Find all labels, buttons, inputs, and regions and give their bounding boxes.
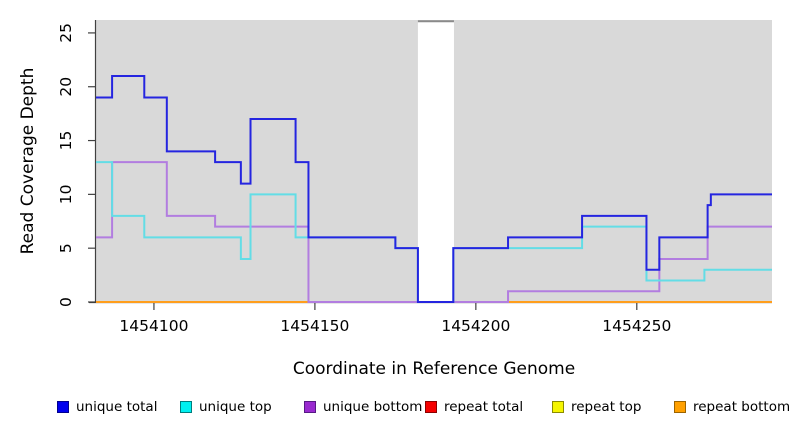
legend-item-repeat-bottom: repeat bottom (674, 398, 790, 416)
x-tick-label: 1454150 (280, 317, 349, 335)
x-axis-title: Coordinate in Reference Genome (293, 359, 575, 379)
unique-bottom-swatch-icon (304, 401, 316, 413)
no-data-gap (417, 21, 454, 302)
legend-label: repeat top (571, 399, 642, 415)
x-tick-label: 1454100 (119, 317, 188, 335)
series-line-unique-bottom (96, 161, 772, 303)
repeat-total-swatch-icon (425, 401, 437, 413)
y-tick-label: 15 (57, 131, 75, 151)
legend-item-unique-top: unique top (180, 398, 272, 416)
chart-legend: unique total unique top unique bottom re… (0, 398, 792, 420)
series-line-unique-total (96, 74, 772, 303)
x-tick-label: 1454200 (441, 317, 510, 335)
y-tick-label: 5 (57, 243, 75, 253)
y-tick-label: 20 (57, 77, 75, 97)
y-tick-label: 0 (57, 297, 75, 307)
unique-top-swatch-icon (180, 401, 192, 413)
y-tick-label: 25 (57, 23, 75, 43)
legend-label: unique top (199, 399, 272, 415)
x-tick-label: 1454250 (602, 317, 671, 335)
unique-total-swatch-icon (57, 401, 69, 413)
y-axis-title: Read Coverage Depth (18, 68, 38, 255)
coverage-chart: 1454100 1454150 1454200 1454250 0 5 10 15 20 25 Co… (18, 20, 772, 379)
legend-label: unique total (76, 399, 158, 415)
legend-item-repeat-top: repeat top (552, 398, 641, 416)
legend-label: unique bottom (323, 399, 423, 415)
repeat-bottom-swatch-icon (674, 401, 686, 413)
y-tick-label: 10 (57, 184, 75, 204)
legend-label: repeat total (444, 399, 524, 415)
legend-label: repeat bottom (693, 399, 791, 415)
repeat-top-swatch-icon (552, 401, 564, 413)
legend-item-unique-total: unique total (57, 398, 157, 416)
legend-item-unique-bottom: unique bottom (304, 398, 422, 416)
legend-item-repeat-total: repeat total (425, 398, 523, 416)
